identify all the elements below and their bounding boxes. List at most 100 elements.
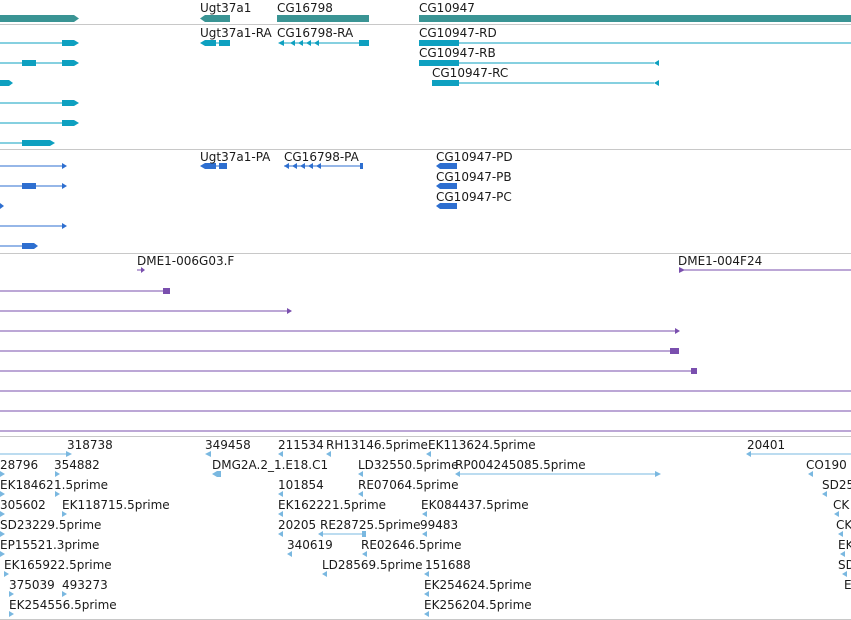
est-label[interactable]: 151688 — [425, 558, 471, 572]
track-cds: Ugt37a1-PA CG16798-PA CG10947-PD CG10947… — [0, 150, 851, 254]
est-label[interactable]: EK113624.5prime — [428, 438, 536, 452]
strand-arrow — [0, 203, 4, 209]
est-label[interactable]: EK256204.5prime — [424, 598, 532, 612]
exon[interactable] — [22, 60, 36, 66]
est-label[interactable]: E — [844, 578, 851, 592]
est-label[interactable]: RE02646.5prime — [361, 538, 462, 552]
exon[interactable] — [163, 288, 170, 294]
est-label[interactable]: EK254624.5prime — [424, 578, 532, 592]
exon[interactable] — [219, 40, 230, 46]
cds-label[interactable]: CG16798-PA — [284, 150, 359, 164]
strand-arrow — [675, 328, 680, 334]
exon[interactable] — [0, 80, 9, 86]
exon[interactable] — [670, 348, 679, 354]
est-label[interactable]: SD23229.5prime — [0, 518, 102, 532]
est-label[interactable]: CK — [833, 498, 850, 512]
gene-label[interactable]: Ugt37a1 — [200, 1, 252, 15]
exon[interactable] — [219, 163, 227, 169]
exon[interactable] — [362, 531, 366, 537]
exon[interactable] — [440, 203, 457, 209]
exon[interactable] — [360, 163, 363, 169]
est-label[interactable]: 101854 — [278, 478, 324, 492]
exon[interactable] — [22, 243, 34, 249]
est-label[interactable]: 99483 — [420, 518, 459, 532]
est-label[interactable]: EK118715.5prime — [62, 498, 170, 512]
est-label[interactable]: RH13146.5prime — [326, 438, 428, 452]
est-label[interactable]: 20401 — [747, 438, 786, 452]
strand-arrow — [422, 511, 427, 517]
est-label[interactable]: EK084437.5prime — [421, 498, 529, 512]
strand-arrow — [4, 571, 9, 577]
strand-arrow — [290, 40, 295, 46]
exon[interactable] — [419, 60, 459, 66]
est-label[interactable]: 1.5prime — [332, 498, 387, 512]
est-label[interactable]: 1.5prime — [54, 478, 109, 492]
transcript-label[interactable]: Ugt37a1-RA — [200, 26, 272, 40]
exon[interactable] — [62, 100, 74, 106]
est-label[interactable]: SD25 — [822, 478, 851, 492]
clone-label[interactable]: DME1-004F24 — [678, 254, 763, 268]
strand-arrow — [74, 40, 79, 46]
cds-label[interactable]: Ugt37a1-PA — [200, 150, 271, 164]
exon[interactable] — [440, 163, 457, 169]
exon[interactable] — [205, 163, 216, 169]
est-label[interactable]: RE07064.5prime — [358, 478, 459, 492]
transcript-label[interactable]: CG10947-RC — [432, 66, 509, 80]
gene-bar[interactable] — [419, 15, 851, 22]
est-label[interactable]: DMG2A.2_1.E18.C1 — [212, 458, 329, 472]
transcript-label[interactable]: CG10947-RD — [419, 26, 497, 40]
cds-label[interactable]: CG10947-PB — [436, 170, 512, 184]
gene-bar[interactable] — [277, 15, 369, 22]
est-label[interactable]: LD28569.5prime — [322, 558, 423, 572]
exon[interactable] — [62, 60, 74, 66]
gene-bar[interactable] — [0, 15, 74, 22]
transcript-label[interactable]: CG10947-RB — [419, 46, 496, 60]
exon[interactable] — [205, 40, 216, 46]
est-label[interactable]: 305602 — [0, 498, 46, 512]
gene-bar[interactable] — [205, 15, 230, 22]
est-label[interactable]: RP004245085.5prime — [455, 458, 586, 472]
est-label[interactable]: EK254556.5prime — [9, 598, 117, 612]
clone-label[interactable]: DME1-006G03.F — [137, 254, 235, 268]
exon[interactable] — [22, 183, 36, 189]
est-label[interactable]: 318738 — [67, 438, 113, 452]
est-label[interactable]: CK — [836, 518, 851, 532]
est-label[interactable]: 349458 — [205, 438, 251, 452]
exon[interactable] — [691, 368, 697, 374]
est-label[interactable]: EK18462 — [0, 478, 54, 492]
est-label[interactable]: EK165922.5prime — [4, 558, 112, 572]
est-label[interactable]: EK — [838, 538, 851, 552]
strand-arrow — [808, 471, 813, 477]
est-label[interactable]: LD32550.5prime — [358, 458, 459, 472]
exon[interactable] — [440, 183, 457, 189]
cds-label[interactable]: CG10947-PD — [436, 150, 513, 164]
gene-glyphs — [0, 15, 851, 22]
cds-label[interactable]: CG10947-PC — [436, 190, 512, 204]
exon[interactable] — [62, 120, 74, 126]
exon[interactable] — [359, 40, 369, 46]
exon[interactable] — [62, 40, 74, 46]
est-label[interactable]: 20205 — [278, 518, 317, 532]
est-label[interactable]: 375039 — [9, 578, 55, 592]
exon[interactable] — [432, 80, 459, 86]
est-label[interactable]: 28796 — [0, 458, 39, 472]
est-label[interactable]: 340619 — [287, 538, 333, 552]
track-genes: Ugt37a1 CG16798 CG10947 — [0, 0, 851, 25]
gene-label[interactable]: CG16798 — [277, 1, 333, 15]
est-label[interactable]: CO190 — [806, 458, 847, 472]
strand-arrow — [655, 471, 661, 477]
est-label[interactable]: RE28725.5prime — [320, 518, 421, 532]
est-label[interactable]: 493273 — [62, 578, 108, 592]
strand-arrow — [306, 40, 311, 46]
strand-arrow — [679, 267, 685, 273]
est-label[interactable]: EP15521.3prime — [0, 538, 100, 552]
transcript-label[interactable]: CG16798-RA — [277, 26, 354, 40]
est-label[interactable]: 354882 — [54, 458, 100, 472]
exon[interactable] — [419, 40, 459, 46]
exon[interactable] — [217, 471, 221, 477]
gene-label[interactable]: CG10947 — [419, 1, 475, 15]
exon[interactable] — [22, 140, 50, 146]
est-label[interactable]: 211534 — [278, 438, 324, 452]
est-label[interactable]: EK16222 — [278, 498, 332, 512]
est-label[interactable]: SD — [838, 558, 851, 572]
